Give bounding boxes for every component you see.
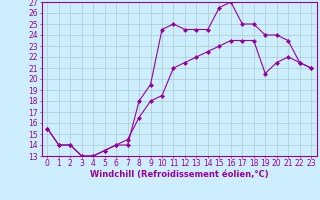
X-axis label: Windchill (Refroidissement éolien,°C): Windchill (Refroidissement éolien,°C): [90, 170, 268, 179]
